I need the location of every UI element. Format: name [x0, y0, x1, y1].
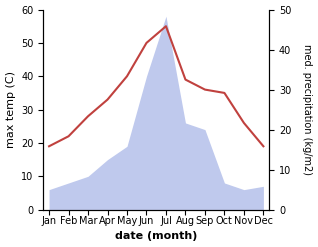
- Y-axis label: max temp (C): max temp (C): [5, 71, 16, 148]
- X-axis label: date (month): date (month): [115, 231, 197, 242]
- Y-axis label: med. precipitation (kg/m2): med. precipitation (kg/m2): [302, 44, 313, 175]
